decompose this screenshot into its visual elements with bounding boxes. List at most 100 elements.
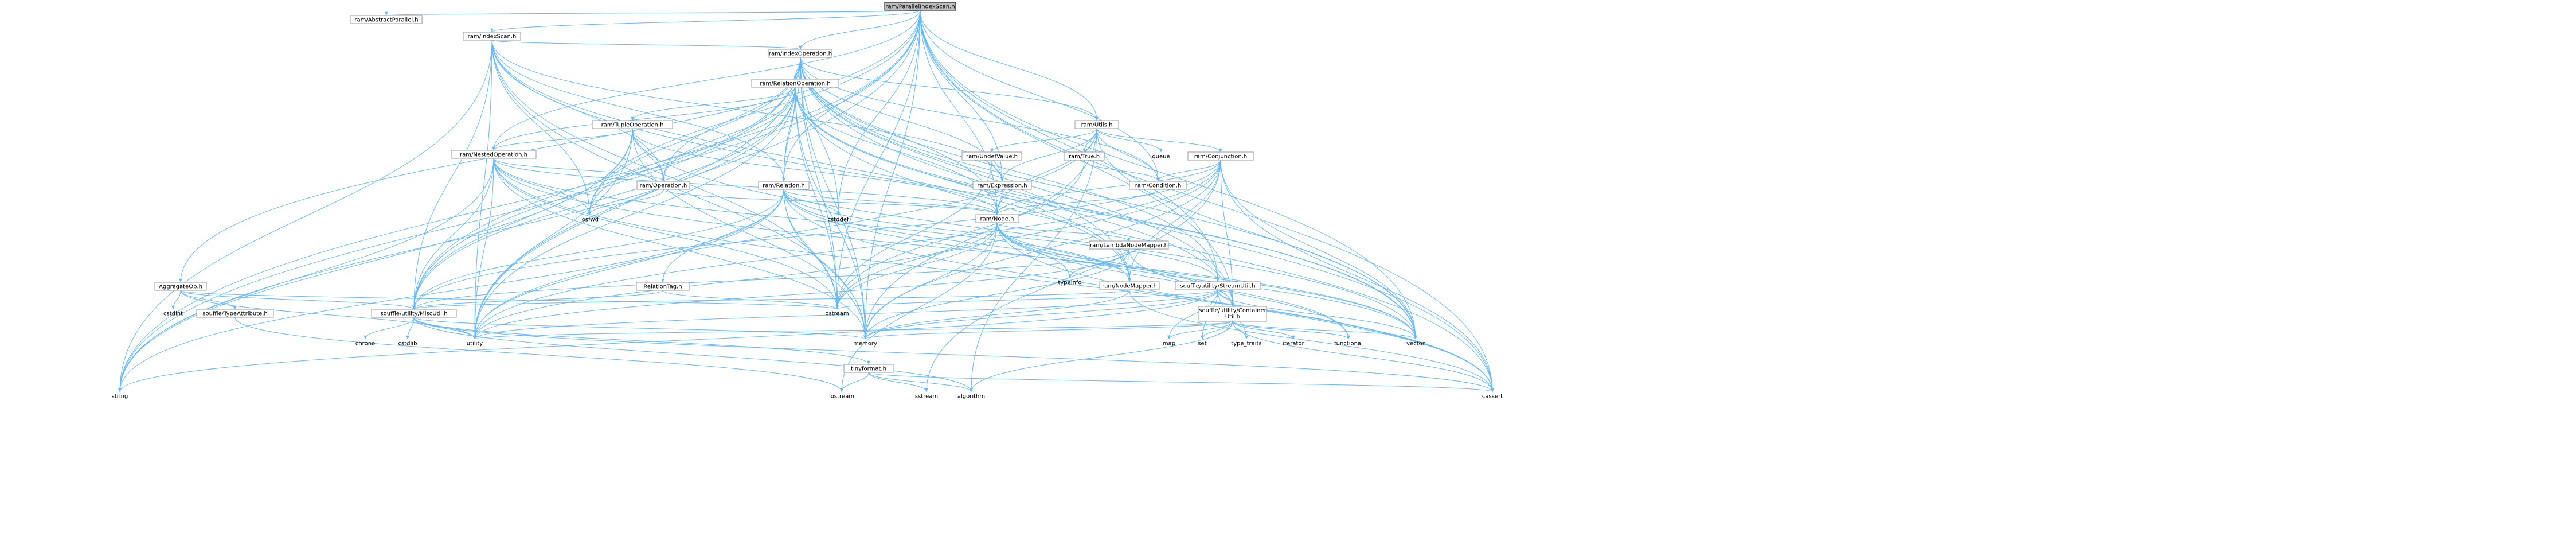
node-algorithm: algorithm (957, 394, 985, 400)
node-box-utils (1074, 120, 1119, 129)
node-relation[interactable]: ram/Relation.h (758, 181, 810, 190)
edge-operation-to-node (663, 189, 999, 215)
node-miscutil[interactable]: souffle/utility/MiscUtil.h (371, 309, 457, 318)
node-box-operation (636, 181, 690, 190)
edge-containerutil-to-set (1201, 321, 1233, 340)
node-operation[interactable]: ram/Operation.h (636, 181, 690, 190)
node-iterator: iterator (1283, 341, 1304, 347)
node-typeattribute[interactable]: souffle/TypeAttribute.h (196, 309, 274, 318)
node-label-functional: functional (1334, 341, 1363, 347)
node-indexscan[interactable]: ram/IndexScan.h (463, 32, 521, 41)
node-label-conjunction: ram/Conjunction.h (1194, 154, 1247, 160)
edge-conjunction-to-memory (863, 160, 1221, 340)
node-map: map (1163, 341, 1175, 347)
node-label-streamutil: souffle/utility/StreamUtil.h (1180, 283, 1255, 290)
edge-node-to-vector (996, 222, 1417, 340)
edge-root-to-abstractparallel (385, 10, 921, 16)
edge-containerutil-to-functional (1232, 321, 1350, 340)
node-root[interactable]: ram/ParallelIndexScan.h (884, 2, 956, 11)
node-relationoperation[interactable]: ram/RelationOperation.h (751, 79, 839, 88)
edge-node-to-iostream (840, 222, 998, 393)
node-relationtag[interactable]: RelationTag.h (636, 282, 690, 291)
edge-utils-to-condition (1096, 128, 1160, 182)
node-expression[interactable]: ram/Expression.h (972, 181, 1032, 190)
node-box-nodemapper (1099, 281, 1160, 290)
edge-relationoperation-to-containerutil (795, 87, 1234, 307)
edge-relationoperation-to-miscutil (412, 87, 796, 310)
edge-tupleoperation-to-string (118, 128, 633, 393)
node-containerutil[interactable]: souffle/utility/Container Util.h (1198, 306, 1267, 322)
edge-nodemapper-to-cassert (1129, 289, 1494, 393)
edge-miscutil-to-chrono (363, 317, 415, 340)
edge-relationoperation-to-relation (782, 87, 796, 182)
node-label-set: set (1198, 341, 1206, 347)
node-condition[interactable]: ram/Condition.h (1129, 181, 1187, 190)
edge-condition-to-node (995, 189, 1159, 215)
edge-nestedoperation-to-memory (493, 158, 867, 340)
node-undefvalue[interactable]: ram/UndefValue.h (961, 151, 1022, 161)
edge-relation-to-relationtag (661, 189, 784, 283)
edge-relationtag-to-ostream (662, 290, 839, 310)
node-label-relationtag: RelationTag.h (643, 284, 682, 290)
node-label-iterator: iterator (1283, 341, 1304, 347)
edge-conjunction-to-cassert (1220, 160, 1494, 393)
edge-root-to-aggregateop (179, 10, 921, 283)
node-label-cassert: cassert (1482, 394, 1503, 400)
node-label-iosfwd: iosfwd (580, 217, 599, 223)
node-label-abstractparallel: ram/AbstractParallel.h (354, 17, 418, 24)
edge-miscutil-to-utility (413, 317, 476, 340)
node-string: string (112, 394, 128, 400)
edge-relationoperation-to-tupleoperation (631, 87, 796, 121)
edge-root-to-string (118, 10, 921, 393)
node-box-typeattribute (196, 309, 274, 318)
node-true[interactable]: ram/True.h (1064, 151, 1105, 161)
node-streamutil[interactable]: souffle/utility/StreamUtil.h (1175, 281, 1261, 290)
edge-relationoperation-to-utility (473, 87, 796, 340)
node-label-cstdint: cstdint (163, 311, 183, 317)
edge-relation-to-node (783, 189, 999, 215)
edge-streamutil-to-string (118, 289, 1218, 393)
node-ostream: ostream (825, 311, 849, 317)
node-node[interactable]: ram/Node.h (975, 214, 1019, 223)
node-utility: utility (467, 341, 483, 347)
node-label-condition: ram/Condition.h (1135, 183, 1182, 189)
node-box-aggregateop (154, 282, 207, 291)
edge-lambdanodemapper-to-memory (863, 248, 1129, 340)
node-label-undefvalue: ram/UndefValue.h (966, 154, 1018, 160)
edge-root-to-indexoperation (799, 10, 921, 50)
edge-utils-to-undefvalue (990, 128, 1097, 153)
node-lambdanodemapper[interactable]: ram/LambdaNodeMapper.h (1089, 240, 1169, 250)
edge-containerutil-to-algorithm (970, 321, 1233, 393)
node-box-containerutil (1198, 306, 1267, 322)
node-conjunction[interactable]: ram/Conjunction.h (1187, 151, 1254, 161)
node-box-lambdanodemapper (1089, 240, 1169, 250)
node-iosfwd: iosfwd (580, 217, 599, 223)
edge-tinyformat-to-sstream (868, 372, 928, 393)
node-utils[interactable]: ram/Utils.h (1074, 120, 1119, 129)
edge-conjunction-to-ostream (835, 160, 1221, 310)
node-cstdlib: cstdlib (398, 341, 417, 347)
edge-utils-to-queue (1096, 128, 1163, 153)
node-label-vector: vector (1406, 341, 1425, 347)
node-label-cstdlib: cstdlib (398, 341, 417, 347)
node-set: set (1198, 341, 1206, 347)
edge-streamutil-to-map (1167, 289, 1218, 340)
node-nestedoperation[interactable]: ram/NestedOperation.h (451, 150, 537, 159)
edge-node-to-containerutil (996, 222, 1234, 307)
node-aggregateop[interactable]: AggregateOp.h (154, 282, 207, 291)
edge-relation-to-cassert (783, 189, 1494, 393)
node-tinyformat[interactable]: tinyformat.h (843, 364, 894, 373)
node-indexoperation[interactable]: ram/IndexOperation.h (768, 49, 832, 58)
node-abstractparallel[interactable]: ram/AbstractParallel.h (350, 15, 423, 24)
node-label-containerutil: souffle/utility/Container Util.h (1199, 308, 1266, 320)
node-tupleoperation[interactable]: ram/TupleOperation.h (592, 120, 673, 129)
node-layer: ram/ParallelIndexScan.h ram/AbstractParal… (112, 2, 1503, 400)
node-nodemapper[interactable]: ram/NodeMapper.h (1099, 281, 1160, 290)
edge-lambdanodemapper-to-typeinfo (1068, 248, 1129, 279)
edge-nestedoperation-to-iosfwd (493, 158, 591, 216)
node-box-true (1064, 151, 1105, 161)
edge-relationoperation-to-iosfwd (588, 87, 796, 216)
edge-miscutil-to-memory (413, 317, 867, 340)
edge-tupleoperation-to-memory (632, 128, 867, 340)
edge-layer (118, 10, 1494, 393)
